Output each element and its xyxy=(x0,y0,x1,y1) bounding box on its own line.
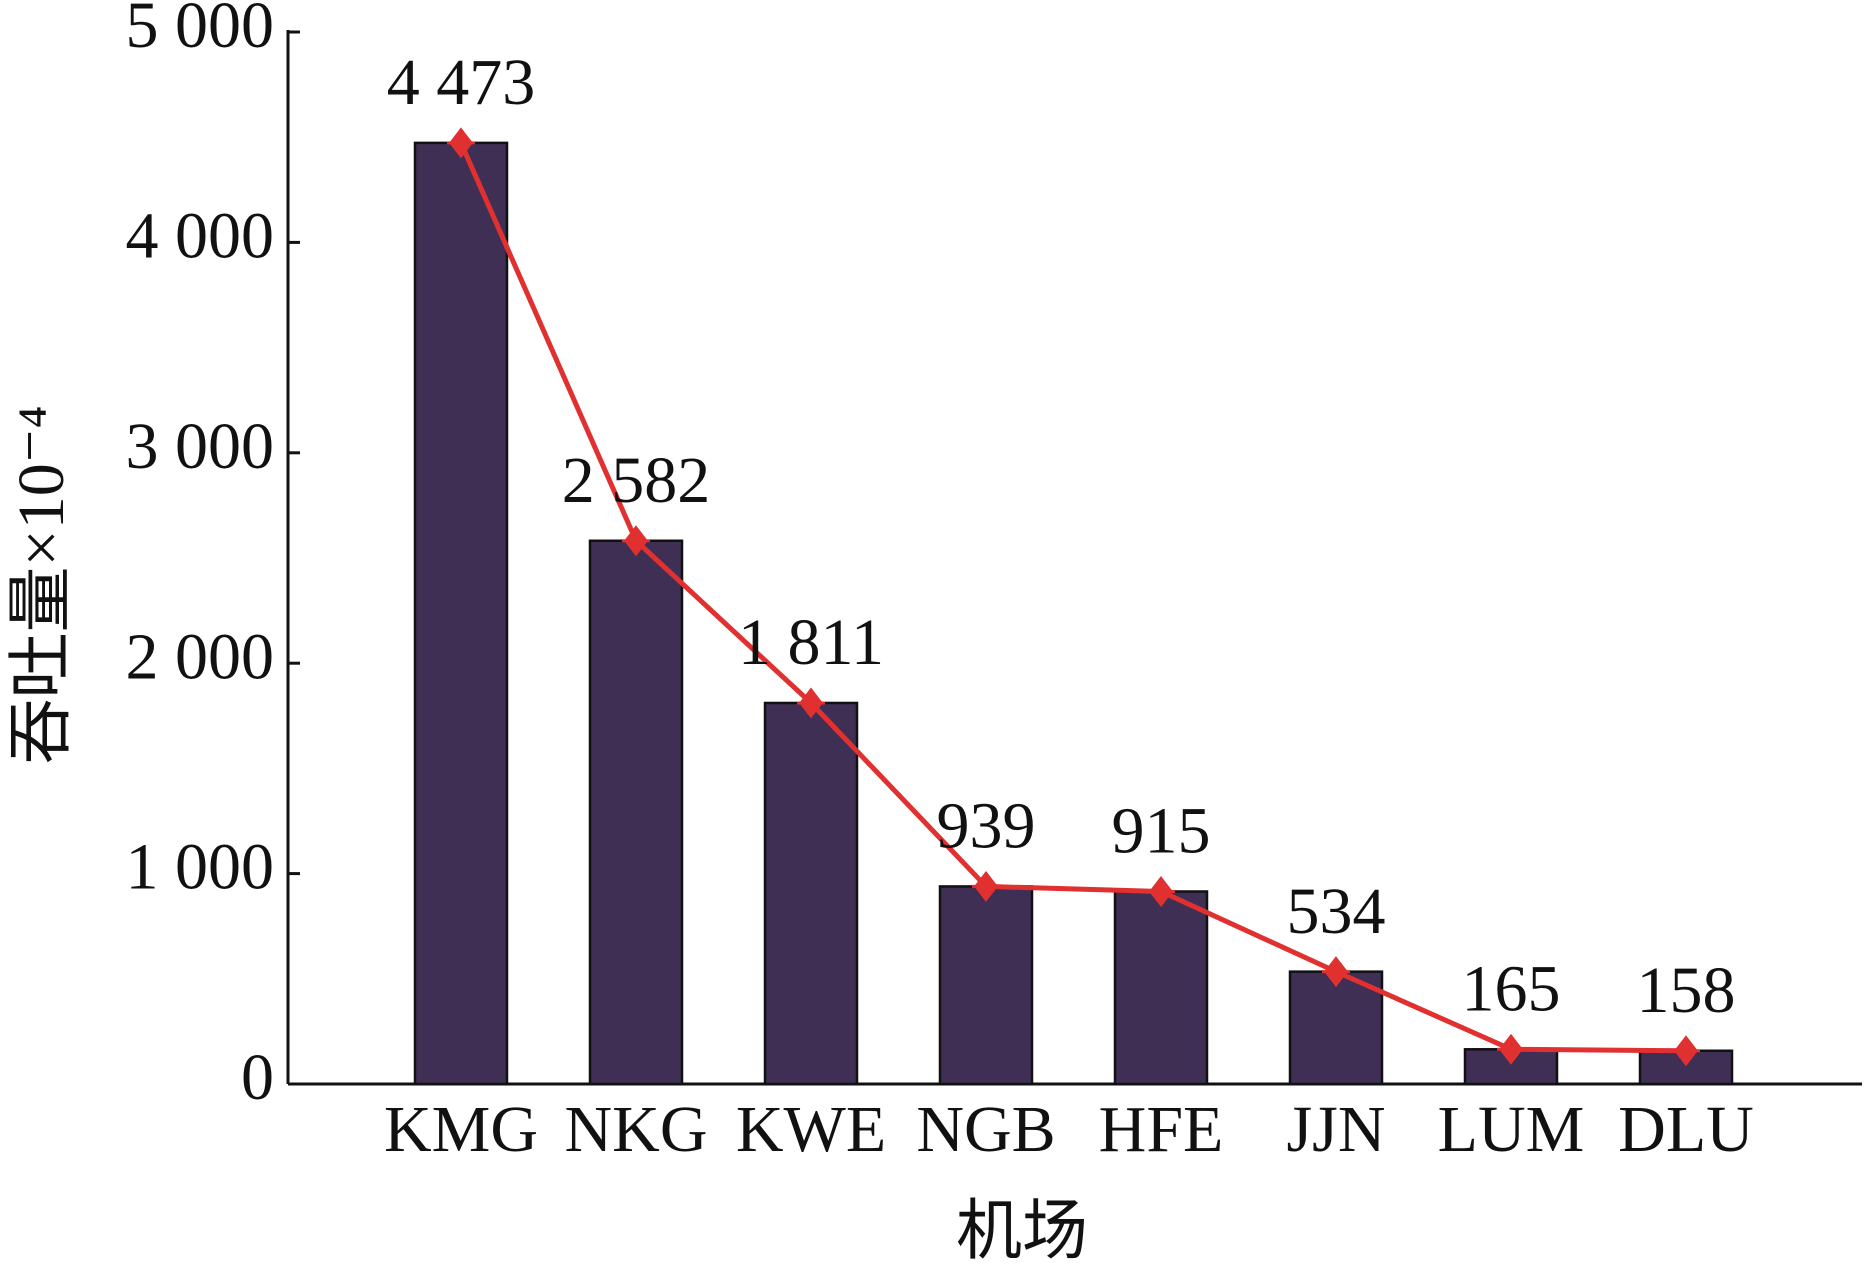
line-marker xyxy=(1497,1033,1525,1065)
line-marker xyxy=(622,525,650,557)
x-tick-label: NKG xyxy=(565,1093,708,1166)
y-tick-label: 2 000 xyxy=(126,620,275,693)
data-label: 4 473 xyxy=(387,46,536,119)
x-tick-label: NGB xyxy=(916,1093,1055,1166)
y-tick-label: 4 000 xyxy=(126,200,275,273)
data-label: 2 582 xyxy=(562,444,711,517)
bar xyxy=(588,539,684,1086)
y-tick-label: 3 000 xyxy=(126,410,275,483)
line-marker xyxy=(972,870,1000,902)
data-label: 158 xyxy=(1637,954,1736,1027)
data-label: 1 811 xyxy=(738,606,884,679)
data-label: 165 xyxy=(1462,952,1561,1025)
y-axis-label: 吞吐量×10⁻⁴ xyxy=(5,405,78,764)
data-label: 939 xyxy=(937,790,1036,863)
x-tick-label: JJN xyxy=(1286,1093,1385,1166)
line-marker xyxy=(1322,956,1350,988)
y-tick-label: 0 xyxy=(241,1041,274,1114)
line-marker xyxy=(797,687,825,719)
x-tick-label: HFE xyxy=(1099,1093,1224,1166)
data-label: 534 xyxy=(1287,875,1386,948)
x-tick-label: DLU xyxy=(1618,1093,1754,1166)
bar xyxy=(938,885,1034,1086)
line-marker xyxy=(447,127,475,159)
bar xyxy=(763,701,859,1086)
bar xyxy=(413,141,509,1086)
bar xyxy=(1288,970,1384,1086)
y-tick-label: 5 000 xyxy=(126,0,275,62)
line-marker xyxy=(1672,1035,1700,1067)
x-tick-label: LUM xyxy=(1438,1093,1585,1166)
data-label: 915 xyxy=(1112,795,1211,868)
y-tick-label: 1 000 xyxy=(126,831,275,904)
x-tick-label: KWE xyxy=(736,1093,886,1166)
line-marker xyxy=(1147,876,1175,907)
x-axis-label: 机场 xyxy=(956,1195,1088,1268)
bar xyxy=(1113,890,1209,1086)
x-tick-label: KMG xyxy=(384,1093,538,1166)
trend-line xyxy=(458,141,1687,1054)
